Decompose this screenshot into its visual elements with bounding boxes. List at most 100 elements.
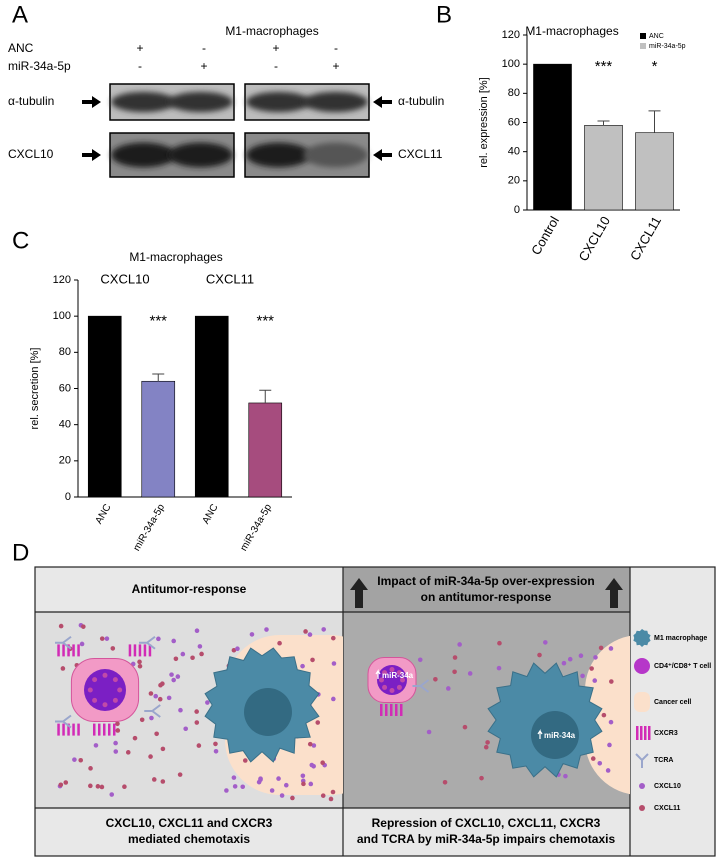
y-axis-label: rel. expression [%] bbox=[478, 77, 490, 167]
tcra bbox=[55, 714, 72, 729]
blot-images: ANC + - + - miR-34a-5p - + - + α-tubulin α-tubulin C… bbox=[8, 41, 444, 178]
chemokine bbox=[457, 642, 462, 647]
chemokine bbox=[199, 651, 204, 657]
chemokine bbox=[88, 783, 93, 789]
chemokine bbox=[290, 795, 295, 801]
arrow bbox=[373, 96, 392, 108]
legend-label: CXCR3 bbox=[654, 730, 678, 737]
chemokine bbox=[156, 636, 161, 642]
cxcr3 bbox=[72, 723, 75, 736]
legend-icon bbox=[633, 629, 651, 647]
blot-band bbox=[168, 91, 233, 113]
granule bbox=[92, 697, 98, 703]
bar bbox=[141, 380, 176, 498]
chemokine bbox=[307, 632, 313, 637]
up-arrow bbox=[605, 578, 623, 608]
y-tick-label: 20 bbox=[59, 455, 71, 467]
granule bbox=[382, 670, 388, 676]
chemokine bbox=[331, 661, 337, 666]
panel-label: A bbox=[12, 1, 28, 28]
cxcr3 bbox=[385, 704, 388, 716]
legend-icon bbox=[648, 726, 651, 740]
chemokine bbox=[597, 761, 603, 766]
chemokine bbox=[78, 757, 84, 763]
cxcr3 bbox=[67, 644, 70, 657]
chart-title: M1-macrophages bbox=[129, 250, 222, 264]
chemokine bbox=[137, 663, 143, 669]
x-tick-label: ANC bbox=[201, 502, 221, 526]
legend-icon bbox=[635, 753, 649, 768]
granule bbox=[112, 697, 118, 703]
row-label: α-tubulin bbox=[398, 94, 444, 108]
significance: *** bbox=[595, 58, 613, 75]
cxcr3 bbox=[128, 644, 132, 657]
chemokine bbox=[213, 741, 218, 747]
chart: M1-macrophages 0 20 40 60 80 100 120 rel. secret… bbox=[29, 250, 292, 553]
chemokine bbox=[242, 758, 248, 763]
chemokine bbox=[160, 779, 166, 784]
y-tick-label: 120 bbox=[53, 274, 71, 286]
legend-icon bbox=[639, 805, 645, 811]
chemokine bbox=[590, 756, 596, 761]
y-tick-label: 60 bbox=[59, 382, 71, 394]
panel-label: D bbox=[12, 539, 29, 566]
granule bbox=[92, 677, 98, 683]
legend-swatch bbox=[640, 33, 646, 39]
error-bar bbox=[648, 110, 661, 133]
cxcr3 bbox=[400, 704, 403, 716]
chemokine bbox=[180, 651, 186, 657]
condition-label: ANC bbox=[8, 41, 34, 55]
panel-label: B bbox=[436, 1, 452, 28]
chemokine bbox=[311, 743, 317, 748]
footer: mediated chemotaxis bbox=[128, 832, 250, 846]
y-tick-label: 0 bbox=[65, 491, 71, 503]
y-axis-label: rel. secretion [%] bbox=[29, 348, 41, 430]
chemokine bbox=[178, 707, 183, 713]
footer: CXCL10, CXCL11 and CXCR3 bbox=[106, 816, 273, 830]
chemokine bbox=[561, 660, 567, 666]
cxcr3 bbox=[380, 704, 383, 716]
panel-label: C bbox=[12, 227, 29, 254]
chemokine bbox=[258, 777, 263, 783]
significance: *** bbox=[149, 313, 167, 330]
up-mark bbox=[537, 729, 543, 739]
chemokine bbox=[137, 659, 142, 665]
chemokine bbox=[154, 731, 159, 737]
chemokine bbox=[315, 720, 321, 725]
blot-band bbox=[111, 142, 176, 168]
granule bbox=[117, 687, 123, 693]
granule bbox=[382, 684, 388, 690]
chemokine bbox=[60, 666, 66, 671]
chemokine bbox=[249, 632, 255, 637]
chemokine bbox=[592, 678, 598, 683]
chemokine bbox=[122, 784, 127, 790]
chemokine bbox=[213, 749, 219, 754]
cxcr3 bbox=[77, 644, 80, 657]
condition-sign: + bbox=[332, 59, 339, 73]
chemokine bbox=[88, 766, 93, 771]
footer: and TCRA by miR-34a-5p impairs chemotaxi… bbox=[357, 832, 616, 846]
cxcr3 bbox=[62, 644, 65, 657]
chemokine bbox=[452, 655, 458, 660]
up-arrow bbox=[350, 578, 368, 608]
chemokine bbox=[148, 754, 153, 759]
chemokine bbox=[269, 788, 275, 793]
chemokine bbox=[301, 781, 306, 787]
chart: M1-macrophages 0 20 40 60 80 100 120 rel. expres… bbox=[478, 24, 686, 264]
chemokine bbox=[72, 757, 77, 762]
chemokine bbox=[132, 735, 138, 741]
chemokine bbox=[63, 780, 69, 785]
bar bbox=[533, 63, 572, 211]
diagram: Antitumor-response Impact of miR-34a-5p … bbox=[34, 566, 716, 857]
arrow bbox=[82, 96, 101, 108]
chemokine bbox=[537, 652, 542, 658]
y-tick-label: 60 bbox=[508, 116, 520, 128]
tcra bbox=[55, 635, 72, 650]
chemokine bbox=[308, 781, 314, 787]
y-tick-label: 100 bbox=[53, 310, 71, 322]
section bbox=[343, 808, 630, 856]
section bbox=[35, 808, 343, 856]
chemokine bbox=[173, 656, 179, 662]
cxcr3 bbox=[77, 723, 80, 736]
chemokine bbox=[171, 638, 177, 644]
